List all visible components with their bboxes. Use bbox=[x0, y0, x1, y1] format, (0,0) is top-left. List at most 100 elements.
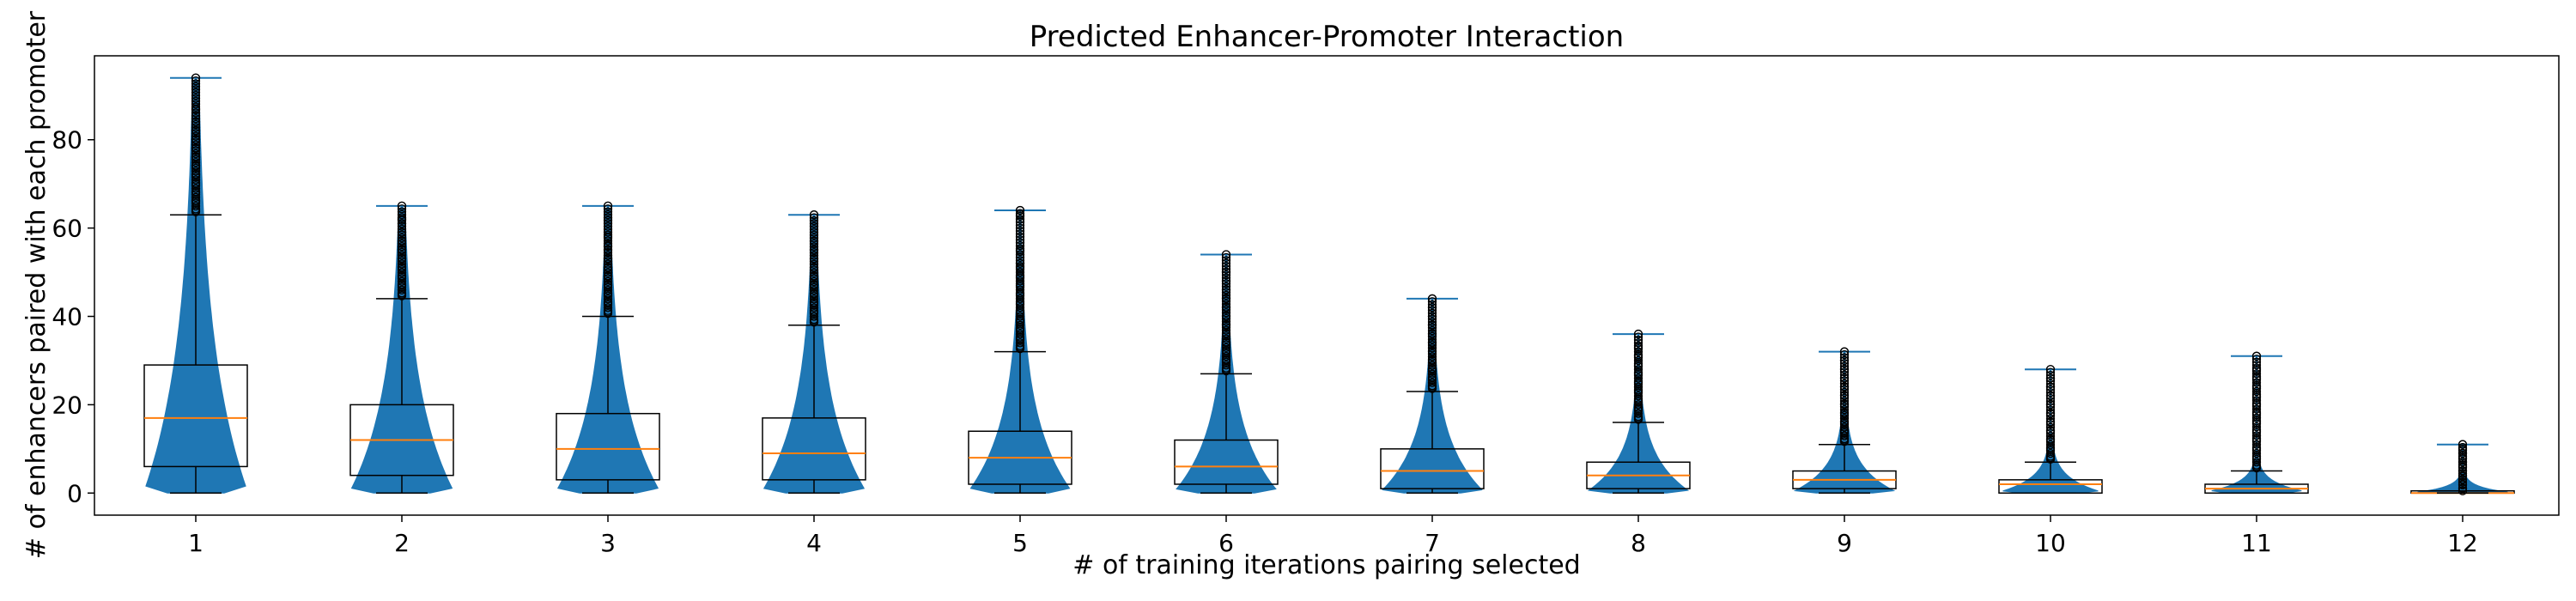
outlier-point bbox=[809, 254, 819, 264]
outlier-point bbox=[1633, 378, 1643, 387]
outlier-point bbox=[191, 118, 201, 127]
outlier-point bbox=[1221, 313, 1231, 324]
outlier-point bbox=[603, 228, 613, 237]
outlier-point bbox=[809, 213, 819, 222]
outlier-point bbox=[603, 285, 613, 295]
outlier-point bbox=[1427, 343, 1437, 353]
outlier-point bbox=[1221, 256, 1231, 265]
outlier-point bbox=[1633, 386, 1643, 397]
outlier-point bbox=[2045, 388, 2056, 398]
outlier-point bbox=[809, 316, 819, 325]
violin-group-9 bbox=[1792, 347, 1897, 495]
outlier-point bbox=[191, 88, 201, 97]
x-tick-label: 9 bbox=[1837, 529, 1852, 557]
outlier-point bbox=[1427, 303, 1437, 313]
outlier-point bbox=[1015, 338, 1025, 348]
outlier-point bbox=[2251, 365, 2262, 374]
outlier-point bbox=[191, 167, 201, 176]
outlier-point bbox=[2045, 370, 2056, 380]
outlier-point bbox=[1427, 300, 1437, 309]
outlier-point bbox=[809, 228, 819, 237]
outlier-point bbox=[809, 276, 819, 287]
outlier-point bbox=[809, 239, 819, 249]
outlier-point bbox=[2045, 367, 2056, 377]
y-axis-title: # of enhancers paired with each promoter bbox=[21, 10, 52, 559]
outlier-point bbox=[1427, 361, 1437, 370]
outlier-point bbox=[191, 137, 201, 147]
outlier-point bbox=[603, 259, 613, 269]
outlier-point bbox=[2251, 448, 2262, 458]
outlier-point bbox=[1633, 338, 1643, 348]
outlier-point bbox=[1015, 325, 1025, 335]
outlier-point bbox=[397, 246, 407, 255]
outlier-point bbox=[809, 230, 819, 240]
outlier-point bbox=[2251, 431, 2262, 440]
outlier-point bbox=[1221, 329, 1231, 339]
outlier-point bbox=[191, 94, 201, 103]
outlier-point bbox=[603, 303, 613, 313]
violin-group-4 bbox=[762, 210, 866, 495]
x-tick-label: 1 bbox=[188, 529, 204, 557]
outlier-point bbox=[1427, 317, 1437, 327]
outlier-point bbox=[2045, 414, 2056, 423]
outlier-point bbox=[1015, 241, 1025, 251]
outlier-point bbox=[2251, 452, 2262, 463]
outlier-point bbox=[1221, 267, 1231, 277]
outlier-point bbox=[1015, 221, 1025, 230]
outlier-point bbox=[809, 298, 819, 308]
outlier-point bbox=[1015, 285, 1025, 294]
outlier-point bbox=[2251, 369, 2262, 379]
outlier-point bbox=[397, 259, 407, 269]
outlier-point bbox=[1221, 288, 1231, 297]
outlier-point bbox=[1015, 329, 1025, 339]
outlier-point bbox=[397, 201, 407, 211]
outlier-point bbox=[2045, 393, 2056, 404]
outlier-point bbox=[1015, 312, 1025, 321]
outlier-point bbox=[191, 111, 201, 120]
outlier-point bbox=[1221, 282, 1231, 291]
outlier-point bbox=[191, 192, 201, 202]
x-tick-label: 6 bbox=[1218, 529, 1234, 557]
violin-group-12 bbox=[2410, 440, 2515, 495]
outlier-point bbox=[2458, 458, 2468, 467]
outlier-point bbox=[1427, 373, 1437, 383]
outlier-point bbox=[2458, 452, 2468, 463]
outlier-point bbox=[397, 272, 407, 282]
outlier-point bbox=[2045, 391, 2056, 401]
outlier-point bbox=[2045, 417, 2056, 428]
outlier-point bbox=[1015, 307, 1025, 317]
outlier-point bbox=[2251, 404, 2262, 414]
y-tick-label: 80 bbox=[52, 126, 82, 155]
outlier-point bbox=[1221, 250, 1231, 259]
violin-group-10 bbox=[1998, 365, 2103, 495]
outlier-point bbox=[2251, 444, 2262, 453]
outlier-point bbox=[1015, 343, 1025, 352]
outlier-point bbox=[1221, 285, 1231, 294]
outlier-point bbox=[1015, 334, 1025, 343]
outlier-point bbox=[397, 222, 407, 231]
outlier-point bbox=[1015, 289, 1025, 299]
outlier-point bbox=[1839, 409, 1850, 418]
outlier-point bbox=[397, 276, 407, 286]
outlier-point bbox=[1221, 343, 1231, 353]
x-tick-label: 8 bbox=[1631, 529, 1646, 557]
outlier-point bbox=[1633, 373, 1643, 383]
outlier-point bbox=[191, 140, 201, 149]
outlier-point bbox=[603, 222, 613, 231]
outlier-point bbox=[603, 216, 613, 225]
outlier-point bbox=[1427, 331, 1437, 341]
outlier-point bbox=[603, 232, 613, 242]
outlier-point bbox=[1839, 359, 1850, 368]
outlier-point bbox=[1015, 250, 1025, 259]
outlier-point bbox=[1839, 393, 1850, 403]
outlier-point bbox=[809, 294, 819, 304]
outlier-point bbox=[191, 90, 201, 100]
outlier-point bbox=[2251, 435, 2262, 445]
outlier-point bbox=[1015, 210, 1025, 220]
outlier-point bbox=[1015, 235, 1025, 245]
x-tick-label: 3 bbox=[600, 529, 616, 557]
outlier-point bbox=[1633, 347, 1643, 356]
outlier-point bbox=[191, 76, 201, 86]
violin-group-1 bbox=[143, 73, 248, 495]
outlier-point bbox=[1015, 303, 1025, 313]
